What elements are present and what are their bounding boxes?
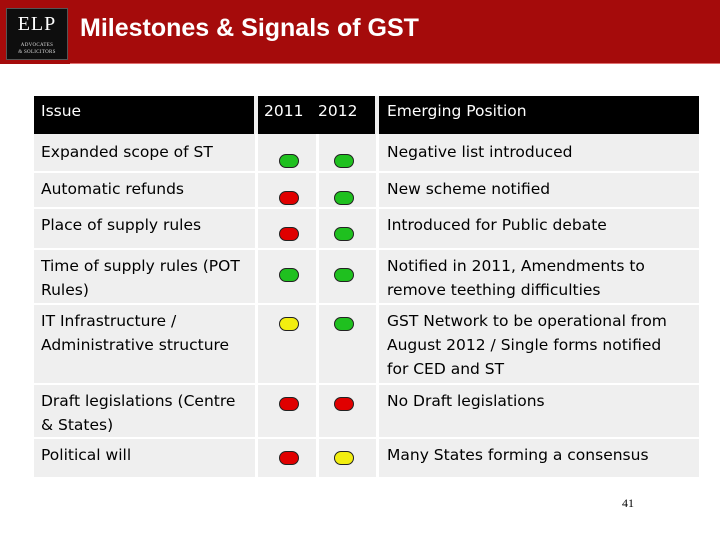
header-issue: Issue: [34, 96, 254, 134]
row-divider: [34, 437, 699, 439]
status-light-2012-green: [334, 154, 354, 168]
position-line: Notified in 2011, Amendments to: [387, 257, 645, 275]
status-light-2011-red: [279, 397, 299, 411]
position-line: Introduced for Public debate: [387, 216, 607, 234]
issue-line: IT Infrastructure /: [41, 312, 177, 330]
issue-line: & States): [41, 416, 114, 434]
row-issue: Expanded scope of ST: [34, 140, 258, 164]
status-light-2011-green: [279, 154, 299, 168]
milestones-table: Issue 2011 2012 Emerging Position Expand…: [34, 96, 699, 477]
row-divider: [34, 248, 699, 250]
row-issue: Automatic refunds: [34, 177, 258, 201]
status-light-2012-green: [334, 317, 354, 331]
status-light-2011-red: [279, 191, 299, 205]
header-divider: [70, 63, 720, 64]
position-line: Negative list introduced: [387, 143, 573, 161]
column-divider: [255, 134, 258, 477]
status-light-2012-red: [334, 397, 354, 411]
status-light-2012-green: [334, 191, 354, 205]
slide-header: ELP ADVOCATES & SOLICITORS Milestones & …: [0, 0, 720, 64]
row-emerging-position: New scheme notified: [379, 177, 699, 201]
row-issue: Political will: [34, 443, 258, 467]
header-2011: 2011: [264, 102, 304, 120]
issue-line: Rules): [41, 281, 89, 299]
status-light-2012-green: [334, 227, 354, 241]
row-emerging-position: GST Network to be operational from August…: [379, 309, 699, 381]
row-emerging-position: No Draft legislations: [379, 389, 699, 413]
row-emerging-position: Introduced for Public debate: [379, 213, 699, 237]
logo-subtext-1: ADVOCATES: [20, 43, 54, 48]
issue-line: Political will: [41, 446, 132, 464]
position-line: Many States forming a consensus: [387, 446, 649, 464]
issue-line: Draft legislations (Centre: [41, 392, 236, 410]
status-light-2011-red: [279, 227, 299, 241]
row-divider: [34, 207, 699, 209]
logo-subtext-2: & SOLICITORS: [18, 50, 56, 55]
column-divider: [376, 134, 379, 477]
issue-line: Expanded scope of ST: [41, 143, 213, 161]
status-light-2012-green: [334, 268, 354, 282]
position-line: for CED and ST: [387, 360, 505, 378]
slide-title: Milestones & Signals of GST: [80, 14, 419, 42]
row-emerging-position: Notified in 2011, Amendments to remove te…: [379, 254, 699, 302]
status-light-2012-yellow: [334, 451, 354, 465]
row-issue: Time of supply rules (POT Rules): [34, 254, 258, 302]
row-divider: [34, 383, 699, 385]
header-years: 2011 2012: [258, 96, 375, 134]
issue-line: Time of supply rules (POT: [41, 257, 240, 275]
position-line: New scheme notified: [387, 180, 551, 198]
row-emerging-position: Negative list introduced: [379, 140, 699, 164]
row-emerging-position: Many States forming a consensus: [379, 443, 699, 467]
issue-line: Place of supply rules: [41, 216, 202, 234]
issue-line: Automatic refunds: [41, 180, 185, 198]
elp-logo: ELP ADVOCATES & SOLICITORS: [6, 8, 68, 60]
status-light-2011-yellow: [279, 317, 299, 331]
row-divider: [34, 171, 699, 173]
status-light-2011-red: [279, 451, 299, 465]
header-emerging-position: Emerging Position: [379, 96, 699, 134]
issue-line: Administrative structure: [41, 336, 230, 354]
logo-text: ELP: [17, 13, 57, 35]
row-divider: [34, 303, 699, 305]
row-issue: Draft legislations (Centre & States): [34, 389, 258, 437]
position-line: GST Network to be operational from: [387, 312, 667, 330]
row-issue: Place of supply rules: [34, 213, 258, 237]
page-number: 41: [622, 496, 634, 510]
column-divider: [316, 134, 319, 477]
header-2012: 2012: [318, 102, 358, 120]
position-line: No Draft legislations: [387, 392, 545, 410]
position-line: August 2012 / Single forms notified: [387, 336, 662, 354]
row-issue: IT Infrastructure / Administrative struct…: [34, 309, 258, 357]
position-line: remove teething difficulties: [387, 281, 601, 299]
status-light-2011-green: [279, 268, 299, 282]
